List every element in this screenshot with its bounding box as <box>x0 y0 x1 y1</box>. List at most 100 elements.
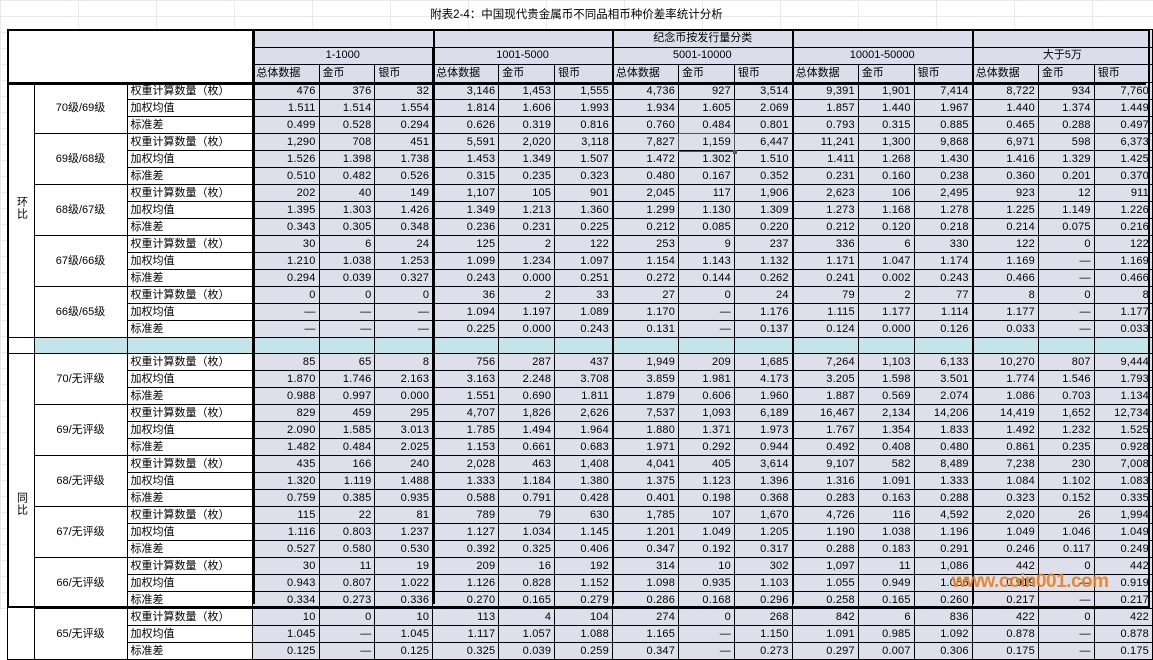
data-cell[interactable]: 0.201 <box>1037 167 1095 185</box>
data-cell[interactable]: 2.090 <box>252 421 320 439</box>
data-cell[interactable]: 6 <box>857 608 915 626</box>
data-cell[interactable]: 1.492 <box>971 421 1039 439</box>
data-cell[interactable]: 6 <box>857 235 915 253</box>
data-cell[interactable]: 0.370 <box>1093 167 1153 185</box>
data-cell[interactable]: 0.297 <box>791 642 859 660</box>
data-cell[interactable]: 7,414 <box>913 82 973 100</box>
data-cell[interactable]: 1.585 <box>318 421 376 439</box>
data-cell[interactable]: 1.374 <box>1037 99 1095 117</box>
data-cell[interactable]: 314 <box>611 557 680 575</box>
data-cell[interactable]: 1.511 <box>252 99 320 117</box>
data-cell[interactable]: 1.746 <box>318 370 376 388</box>
data-cell[interactable]: 1.145 <box>554 523 613 541</box>
data-cell[interactable]: 3.708 <box>554 370 613 388</box>
data-cell[interactable]: 0.499 <box>252 116 320 134</box>
data-cell[interactable]: 1.253 <box>374 252 434 270</box>
data-cell[interactable]: — <box>374 320 434 338</box>
data-cell[interactable]: 4,736 <box>611 82 680 100</box>
data-cell[interactable]: 0.000 <box>374 387 434 405</box>
data-cell[interactable]: 1.232 <box>1037 421 1095 439</box>
data-cell[interactable]: 0.690 <box>498 387 556 405</box>
data-cell[interactable]: 0.246 <box>971 540 1039 558</box>
data-cell[interactable]: 1.525 <box>1093 421 1153 439</box>
data-cell[interactable]: 0.272 <box>611 269 680 287</box>
data-cell[interactable]: 12,734 <box>1093 404 1153 422</box>
data-cell[interactable]: 0.251 <box>554 269 613 287</box>
data-cell[interactable]: 0.392 <box>432 540 500 558</box>
data-cell[interactable]: 1.154 <box>611 252 680 270</box>
data-cell[interactable]: 1.605 <box>678 99 735 117</box>
data-cell[interactable]: 0.273 <box>318 591 376 609</box>
data-cell[interactable]: 1.117 <box>432 625 500 643</box>
data-cell[interactable]: 0.235 <box>1037 438 1095 456</box>
data-cell[interactable]: 630 <box>554 506 613 524</box>
data-cell[interactable]: 0.243 <box>554 320 613 338</box>
data-cell[interactable]: 3,146 <box>432 82 500 100</box>
data-cell[interactable]: 1.333 <box>432 472 500 490</box>
data-cell[interactable]: 6,373 <box>1093 133 1153 151</box>
data-cell[interactable]: 1.045 <box>252 625 320 643</box>
data-cell[interactable]: — <box>678 320 735 338</box>
data-cell[interactable]: 0.466 <box>1093 269 1153 287</box>
data-cell[interactable]: 1,300 <box>857 133 915 151</box>
data-cell[interactable]: 2 <box>498 286 556 304</box>
data-cell[interactable]: 0.216 <box>1093 218 1153 236</box>
data-cell[interactable]: 1.084 <box>971 472 1039 490</box>
data-cell[interactable]: 0.626 <box>432 116 500 134</box>
data-cell[interactable]: 1,408 <box>554 455 613 473</box>
data-cell[interactable]: 0.526 <box>374 167 434 185</box>
data-cell[interactable]: 911 <box>1093 184 1153 202</box>
data-cell[interactable]: 1.205 <box>733 523 793 541</box>
data-cell[interactable]: 437 <box>554 353 613 371</box>
data-cell[interactable]: 0.606 <box>678 387 735 405</box>
data-cell[interactable]: — <box>1037 320 1095 338</box>
data-cell[interactable]: 295 <box>374 404 434 422</box>
data-cell[interactable]: 1.375 <box>611 472 680 490</box>
data-cell[interactable]: 0.249 <box>1093 540 1153 558</box>
data-cell[interactable]: 1,826 <box>498 404 556 422</box>
data-cell[interactable]: 9,444 <box>1093 353 1153 371</box>
data-cell[interactable]: 0.165 <box>498 591 556 609</box>
data-cell[interactable]: 0.484 <box>678 116 735 134</box>
data-cell[interactable]: 1.169 <box>1093 252 1153 270</box>
data-cell[interactable]: 0.175 <box>1093 642 1153 660</box>
data-cell[interactable]: 0.120 <box>857 218 915 236</box>
data-cell[interactable]: 7,827 <box>611 133 680 151</box>
data-cell[interactable]: 1.738 <box>374 150 434 168</box>
data-cell[interactable]: 1.453 <box>432 150 500 168</box>
data-cell[interactable]: 8 <box>971 286 1039 304</box>
data-cell[interactable]: 1.047 <box>857 252 915 270</box>
data-cell[interactable]: 6,133 <box>913 353 973 371</box>
data-cell[interactable]: 1.329 <box>1037 150 1095 168</box>
data-cell[interactable]: 8,722 <box>971 82 1039 100</box>
data-cell[interactable]: 1.225 <box>971 201 1039 219</box>
data-cell[interactable]: 1.606 <box>498 99 556 117</box>
data-cell[interactable]: 6 <box>318 235 376 253</box>
data-cell[interactable]: 1.302 <box>678 150 735 168</box>
data-cell[interactable]: 330 <box>913 235 973 253</box>
data-cell[interactable]: 0.949 <box>857 574 915 592</box>
data-cell[interactable]: 901 <box>554 184 613 202</box>
data-cell[interactable]: 1.554 <box>374 99 434 117</box>
data-cell[interactable]: 0.861 <box>971 438 1039 456</box>
data-cell[interactable]: 0.348 <box>374 218 434 236</box>
data-cell[interactable]: 0.039 <box>318 269 376 287</box>
data-cell[interactable]: — <box>1037 591 1095 609</box>
data-cell[interactable]: 0.791 <box>498 489 556 507</box>
data-cell[interactable]: 0.482 <box>318 167 376 185</box>
data-cell[interactable]: 1.201 <box>611 523 680 541</box>
data-cell[interactable]: 0.198 <box>678 489 735 507</box>
data-cell[interactable]: 0.085 <box>678 218 735 236</box>
data-cell[interactable]: 476 <box>252 82 320 100</box>
data-cell[interactable]: 4,592 <box>913 506 973 524</box>
data-cell[interactable]: 2.163 <box>374 370 434 388</box>
data-cell[interactable]: — <box>374 303 434 321</box>
data-cell[interactable]: 3.163 <box>432 370 500 388</box>
data-cell[interactable]: 1,107 <box>432 184 500 202</box>
data-cell[interactable]: 0.279 <box>554 591 613 609</box>
data-cell[interactable]: 11,241 <box>791 133 859 151</box>
data-cell[interactable]: 8,489 <box>913 455 973 473</box>
data-cell[interactable]: 202 <box>252 184 320 202</box>
data-cell[interactable]: 122 <box>554 235 613 253</box>
data-cell[interactable]: 1,901 <box>857 82 915 100</box>
